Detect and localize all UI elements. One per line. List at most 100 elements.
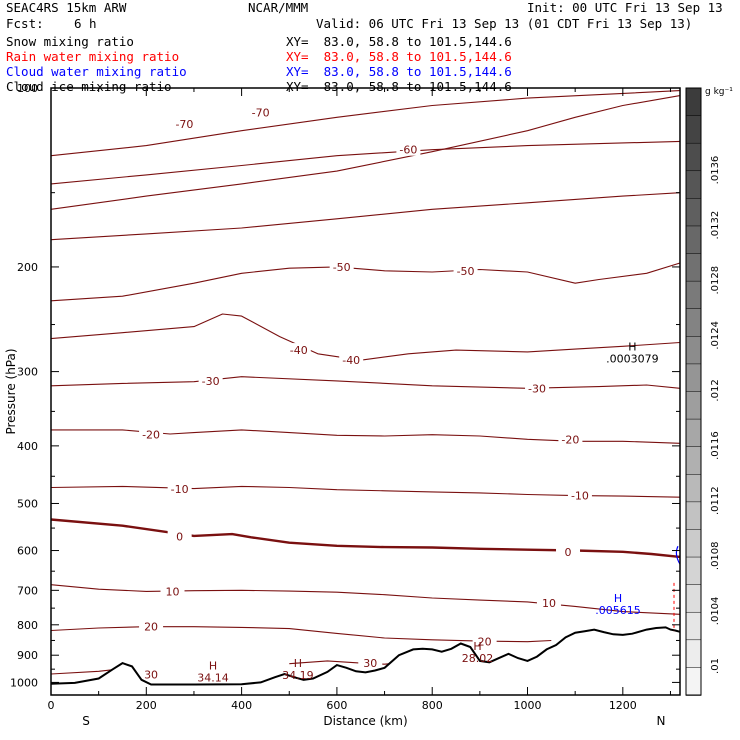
colorbar-label: .0136 [710, 156, 721, 185]
field-snow-label: Snow mixing ratio [6, 34, 134, 49]
extremum-letter: H [209, 660, 217, 673]
isotherm-line [50, 192, 681, 241]
org-label: NCAR/MMM [248, 0, 309, 15]
y-axis-label: Pressure (hPa) [4, 348, 18, 434]
terrain-fill [51, 627, 680, 695]
isotherm-label: -50 [333, 261, 351, 274]
y-tick-label: 400 [17, 440, 38, 453]
isotherm-line [50, 313, 681, 361]
y-tick-label: 900 [17, 649, 38, 662]
colorbar-swatch [685, 584, 702, 613]
colorbar-swatch [685, 225, 702, 255]
colorbar-swatch [685, 529, 702, 558]
colorbar-unit: g kg⁻¹ [705, 87, 733, 97]
x-tick-label: 600 [326, 699, 347, 712]
isotherm-line [50, 90, 681, 157]
field-cloudice-label: Cloud ice mixing ratio [6, 79, 172, 94]
isotherm-label: -30 [202, 375, 220, 388]
isotherm-label: -40 [342, 354, 360, 367]
colorbar-swatch [685, 556, 702, 586]
isotherm-label-bg [286, 343, 311, 357]
colorbar-swatch [685, 501, 702, 531]
isotherm-label-bg [472, 634, 497, 648]
colorbar-swatch [685, 115, 702, 144]
valid-time: Valid: 06 UTC Fri 13 Sep 13 (01 CDT Fri … [316, 16, 693, 31]
isotherm-label: 30 [363, 657, 377, 670]
isotherm-label-bg [536, 595, 561, 609]
extremum-value: 34.14 [197, 672, 229, 685]
isotherm-label: -10 [571, 490, 589, 503]
colorbar-label: .01 [710, 658, 721, 674]
isotherm-label-bg [172, 117, 197, 131]
section-start-label: S [82, 714, 90, 728]
y-tick-label: 500 [17, 497, 38, 510]
colorbar-swatch [685, 253, 702, 282]
isotherm-label-bg [556, 544, 581, 558]
colorbar-swatch [685, 87, 702, 117]
colorbar-swatch [685, 639, 702, 669]
extremum-value: .005615 [595, 604, 641, 617]
colorbar-label: .0104 [710, 597, 721, 626]
isotherm-label-bg [329, 259, 354, 273]
extremum-value: 28.02 [462, 652, 494, 665]
y-tick-label: 800 [17, 619, 38, 632]
colorbar-frame [685, 87, 702, 696]
isotherm-label: 20 [478, 635, 492, 648]
colorbar: g kg⁻¹ .0136 .0132 .0128 .0124 .012 .0116 .0112… [685, 87, 733, 696]
isotherm-label-bg [567, 488, 592, 502]
colorbar-label: .0128 [710, 266, 721, 295]
isotherm-label-bg [396, 142, 421, 156]
field-rain-xy: XY= 83.0, 58.8 to 101.5,144.6 [286, 49, 512, 64]
isotherm-label-bg [160, 584, 185, 598]
colorbar-swatch [685, 142, 702, 172]
isotherm-label-bg [139, 619, 164, 633]
y-tick-label: 700 [17, 584, 38, 597]
y-tick-label: 100 [17, 82, 38, 95]
colorbar-label: .0132 [710, 211, 721, 240]
colorbar-swatch [685, 170, 702, 200]
colorbar-label: .0124 [710, 321, 721, 350]
isotherm-label: -70 [175, 118, 193, 131]
colorbar-swatch [685, 611, 702, 641]
isotherm-label-bg [167, 482, 192, 496]
isotherm-line [50, 262, 681, 302]
isotherm-line [50, 376, 681, 389]
isotherm-label: -70 [252, 107, 270, 120]
extremum-letter: H [473, 640, 481, 653]
isotherm-label-bg [198, 373, 223, 387]
plot-area: -70 -70 -60 -50 -50 -40 -40 -30 -30 -20 -20 -10 -10 0… [4, 82, 681, 728]
isotherm-label-bg [167, 529, 192, 543]
model-title: SEAC4RS 15km ARW [6, 0, 127, 15]
y-tick-label: 300 [17, 366, 38, 379]
y-tick-label: 1000 [10, 676, 38, 689]
cloud-water-contour [675, 545, 681, 565]
isotherm-label: 0 [176, 530, 183, 543]
x-tick-label: 1000 [514, 699, 542, 712]
isotherm-line [50, 584, 681, 615]
x-tick-label: 200 [136, 699, 157, 712]
colorbar-swatch [685, 308, 702, 338]
init-time: Init: 00 UTC Fri 13 Sep 13 [527, 0, 723, 15]
colorbar-label: .0112 [710, 486, 721, 515]
isotherm-label-bg [453, 263, 478, 277]
isotherm-label: 10 [166, 585, 180, 598]
colorbar-label: .012 [710, 379, 721, 401]
isotherm-label: -50 [457, 265, 475, 278]
isotherm-label: 10 [542, 597, 556, 610]
y-tick-label: 600 [17, 545, 38, 558]
plot-frame [50, 87, 681, 696]
isotherm-label: 30 [144, 668, 158, 681]
field-cloudwater-label: Cloud water mixing ratio [6, 64, 187, 79]
isotherm-label-bg [248, 105, 273, 119]
x-tick-label: 0 [48, 699, 55, 712]
colorbar-swatch [685, 418, 702, 448]
isotherm-label-bg [339, 353, 364, 367]
section-end-label: N [657, 714, 666, 728]
isotherm-label-bg [139, 427, 164, 441]
y-tick-label: 200 [17, 261, 38, 274]
extremum-value: 34.19 [282, 669, 314, 682]
colorbar-swatch [685, 446, 702, 476]
isotherm-label-bg [525, 381, 550, 395]
colorbar-swatch [685, 391, 702, 420]
isotherm-label-bg [558, 432, 583, 446]
